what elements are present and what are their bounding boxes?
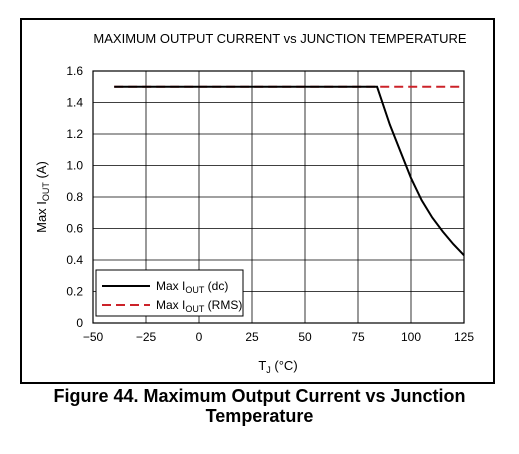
x-tick-label: −25 xyxy=(136,330,157,344)
y-tick-label: 1.0 xyxy=(66,159,83,173)
x-tick-label: −50 xyxy=(83,330,104,344)
x-tick-label: 125 xyxy=(454,330,474,344)
figure-caption-line-1: Figure 44. Maximum Output Current vs Jun… xyxy=(53,386,466,406)
x-tick-label: 25 xyxy=(245,330,259,344)
figure-caption-line-2: Temperature xyxy=(205,406,314,426)
y-tick-label: 0.2 xyxy=(66,285,83,299)
x-tick-label: 75 xyxy=(351,330,365,344)
y-tick-label: 0.6 xyxy=(66,222,83,236)
chart-frame: MAXIMUM OUTPUT CURRENT vs JUNCTION TEMPE… xyxy=(20,18,495,384)
x-tick-label: 100 xyxy=(401,330,421,344)
chart-title: MAXIMUM OUTPUT CURRENT vs JUNCTION TEMPE… xyxy=(93,31,466,46)
x-axis-title: TJ (°C) xyxy=(258,358,297,375)
y-tick-label: 1.2 xyxy=(66,127,83,141)
y-tick-label: 1.4 xyxy=(66,96,83,110)
legend: Max IOUT (dc) Max IOUT (RMS) xyxy=(95,269,244,317)
ticks: −50 −25 0 25 50 75 100 125 0 0.2 0.4 0.6 0.8 1.0 1.2 1.… xyxy=(66,64,474,344)
legend-label-0: Max IOUT (dc) xyxy=(156,279,228,295)
chart: MAXIMUM OUTPUT CURRENT vs JUNCTION TEMPE… xyxy=(34,31,474,375)
plot-border xyxy=(92,70,465,324)
y-axis-title: Max IOUT (A) xyxy=(34,161,51,233)
legend-label-1: Max IOUT (RMS) xyxy=(156,298,242,314)
series-lines xyxy=(114,85,465,256)
y-tick-label: 0 xyxy=(76,316,83,330)
y-tick-label: 0.8 xyxy=(66,190,83,204)
x-tick-label: 0 xyxy=(196,330,203,344)
y-tick-label: 1.6 xyxy=(66,64,83,78)
series-line-dc xyxy=(114,85,465,256)
y-tick-label: 0.4 xyxy=(66,253,83,267)
legend-box xyxy=(95,269,244,317)
x-tick-label: 50 xyxy=(298,330,312,344)
